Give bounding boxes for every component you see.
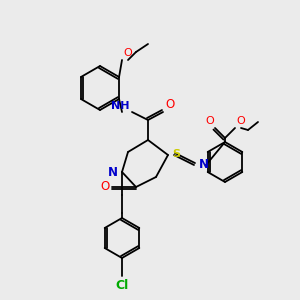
Text: O: O xyxy=(165,98,174,111)
Text: O: O xyxy=(236,116,245,126)
Text: N: N xyxy=(108,166,118,178)
Text: Cl: Cl xyxy=(116,279,129,292)
Text: NH: NH xyxy=(112,101,130,111)
Text: O: O xyxy=(101,181,110,194)
Text: O: O xyxy=(205,116,214,126)
Text: N: N xyxy=(199,158,209,172)
Text: S: S xyxy=(172,149,180,159)
Text: O: O xyxy=(123,48,132,58)
